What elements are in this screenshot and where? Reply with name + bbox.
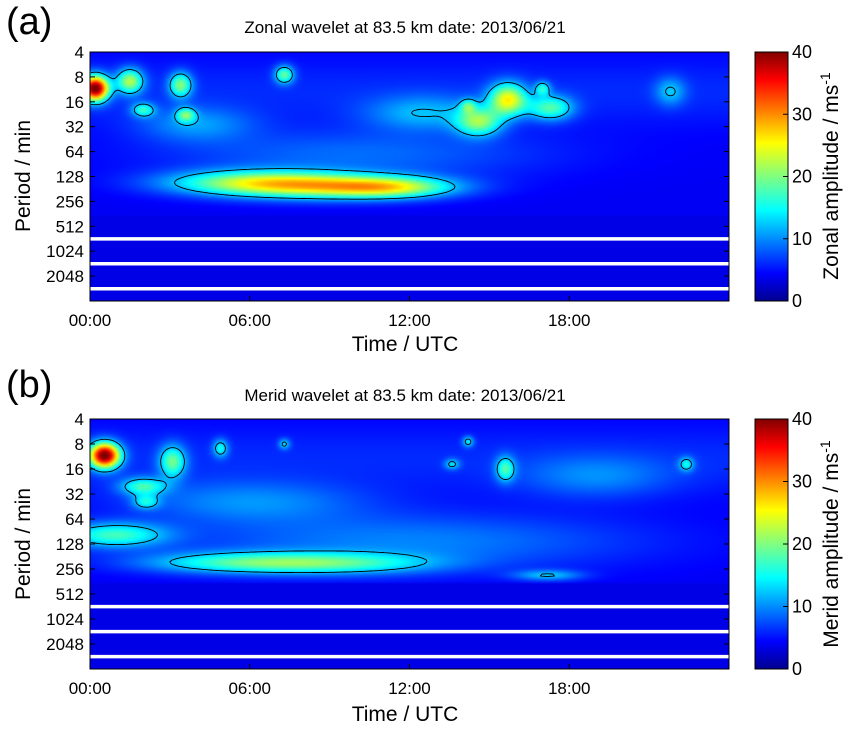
colorbar-tick-label: 40 <box>792 42 812 62</box>
colorbar-tick-label: 40 <box>792 409 812 429</box>
y-tick-label: 4 <box>75 43 84 62</box>
colorbar-tick-label: 20 <box>792 534 812 554</box>
y-tick-label: 16 <box>65 93 84 112</box>
y-tick-label: 32 <box>65 118 84 137</box>
colorbar-label: Merid amplitude / ms-1 <box>817 440 843 648</box>
x-tick-label: 12:00 <box>388 679 431 698</box>
y-tick-label: 128 <box>56 168 84 187</box>
x-tick-label: 12:00 <box>388 311 431 330</box>
y-tick-label: 64 <box>65 143 84 162</box>
heatmap-plot <box>89 418 730 670</box>
colorbar-label: Zonal amplitude / ms-1 <box>817 72 843 280</box>
contour-lines <box>90 438 692 577</box>
y-tick-label: 16 <box>65 460 84 479</box>
y-axis-ticks: 4 8 16 32 64 128 256 512 1024 2048 <box>46 410 729 654</box>
y-tick-label: 2048 <box>46 635 84 654</box>
y-tick-label: 256 <box>56 560 84 579</box>
colorbar-gradient <box>754 418 789 670</box>
white-gap-lines <box>90 237 729 291</box>
panel-label: (a) <box>6 1 52 43</box>
y-axis-ticks: 4 8 16 32 64 128 256 512 1024 2048 <box>46 43 729 286</box>
chart-title: Zonal wavelet at 83.5 km date: 2013/06/2… <box>244 18 565 37</box>
y-tick-label: 64 <box>65 510 84 529</box>
x-tick-label: 06:00 <box>228 311 271 330</box>
panel-a: (a) Zonal wavelet at 83.5 km date: 2013/… <box>6 1 843 356</box>
y-tick-label: 4 <box>75 410 84 429</box>
y-tick-label: 512 <box>56 585 84 604</box>
panel-label: (b) <box>6 364 52 406</box>
y-tick-label: 8 <box>75 435 84 454</box>
contour-lines <box>90 66 676 200</box>
colorbar-tick-label: 20 <box>792 167 812 187</box>
colorbar: 0 10 20 30 40 Merid amplitude / ms-1 <box>754 409 843 679</box>
y-tick-label: 32 <box>65 485 84 504</box>
y-axis-label: Period / min <box>12 488 35 600</box>
colorbar: 0 10 20 30 40 Zonal amplitude / ms-1 <box>754 42 843 311</box>
x-axis-label: Time / UTC <box>352 703 459 726</box>
panel-b: (b) Merid wavelet at 83.5 km date: 2013/… <box>6 364 843 726</box>
contour-path <box>90 66 676 200</box>
y-axis-label: Period / min <box>12 120 35 232</box>
x-tick-label: 06:00 <box>228 679 271 698</box>
heatmap-image <box>90 419 729 669</box>
colorbar-tick-label: 30 <box>792 472 812 492</box>
colorbar-tick-label: 0 <box>792 659 802 679</box>
y-tick-label: 256 <box>56 192 84 211</box>
y-tick-label: 1024 <box>46 242 84 261</box>
colorbar-tick-label: 10 <box>792 229 812 249</box>
heatmap-plot <box>89 51 730 302</box>
colorbar-ticks: 0 10 20 30 40 <box>783 409 812 679</box>
y-tick-label: 8 <box>75 68 84 87</box>
y-tick-label: 1024 <box>46 610 84 629</box>
white-gap-lines <box>90 604 729 659</box>
colorbar-ticks: 0 10 20 30 40 <box>783 42 812 311</box>
colorbar-gradient <box>754 51 789 302</box>
x-axis-ticks: 00:00 06:00 12:00 18:00 <box>69 296 591 330</box>
x-tick-label: 00:00 <box>69 311 112 330</box>
x-tick-label: 18:00 <box>548 311 591 330</box>
x-axis-label: Time / UTC <box>352 333 459 356</box>
colorbar-tick-label: 10 <box>792 597 812 617</box>
colorbar-tick-label: 0 <box>792 291 802 311</box>
chart-title: Merid wavelet at 83.5 km date: 2013/06/2… <box>244 386 565 405</box>
x-tick-label: 18:00 <box>548 679 591 698</box>
y-tick-label: 2048 <box>46 267 84 286</box>
y-tick-label: 128 <box>56 535 84 554</box>
colorbar-tick-label: 30 <box>792 104 812 124</box>
heatmap-image <box>90 52 729 301</box>
x-axis-ticks: 00:00 06:00 12:00 18:00 <box>69 664 591 698</box>
y-tick-label: 512 <box>56 217 84 236</box>
x-tick-label: 00:00 <box>69 679 112 698</box>
contour-path <box>90 438 692 577</box>
